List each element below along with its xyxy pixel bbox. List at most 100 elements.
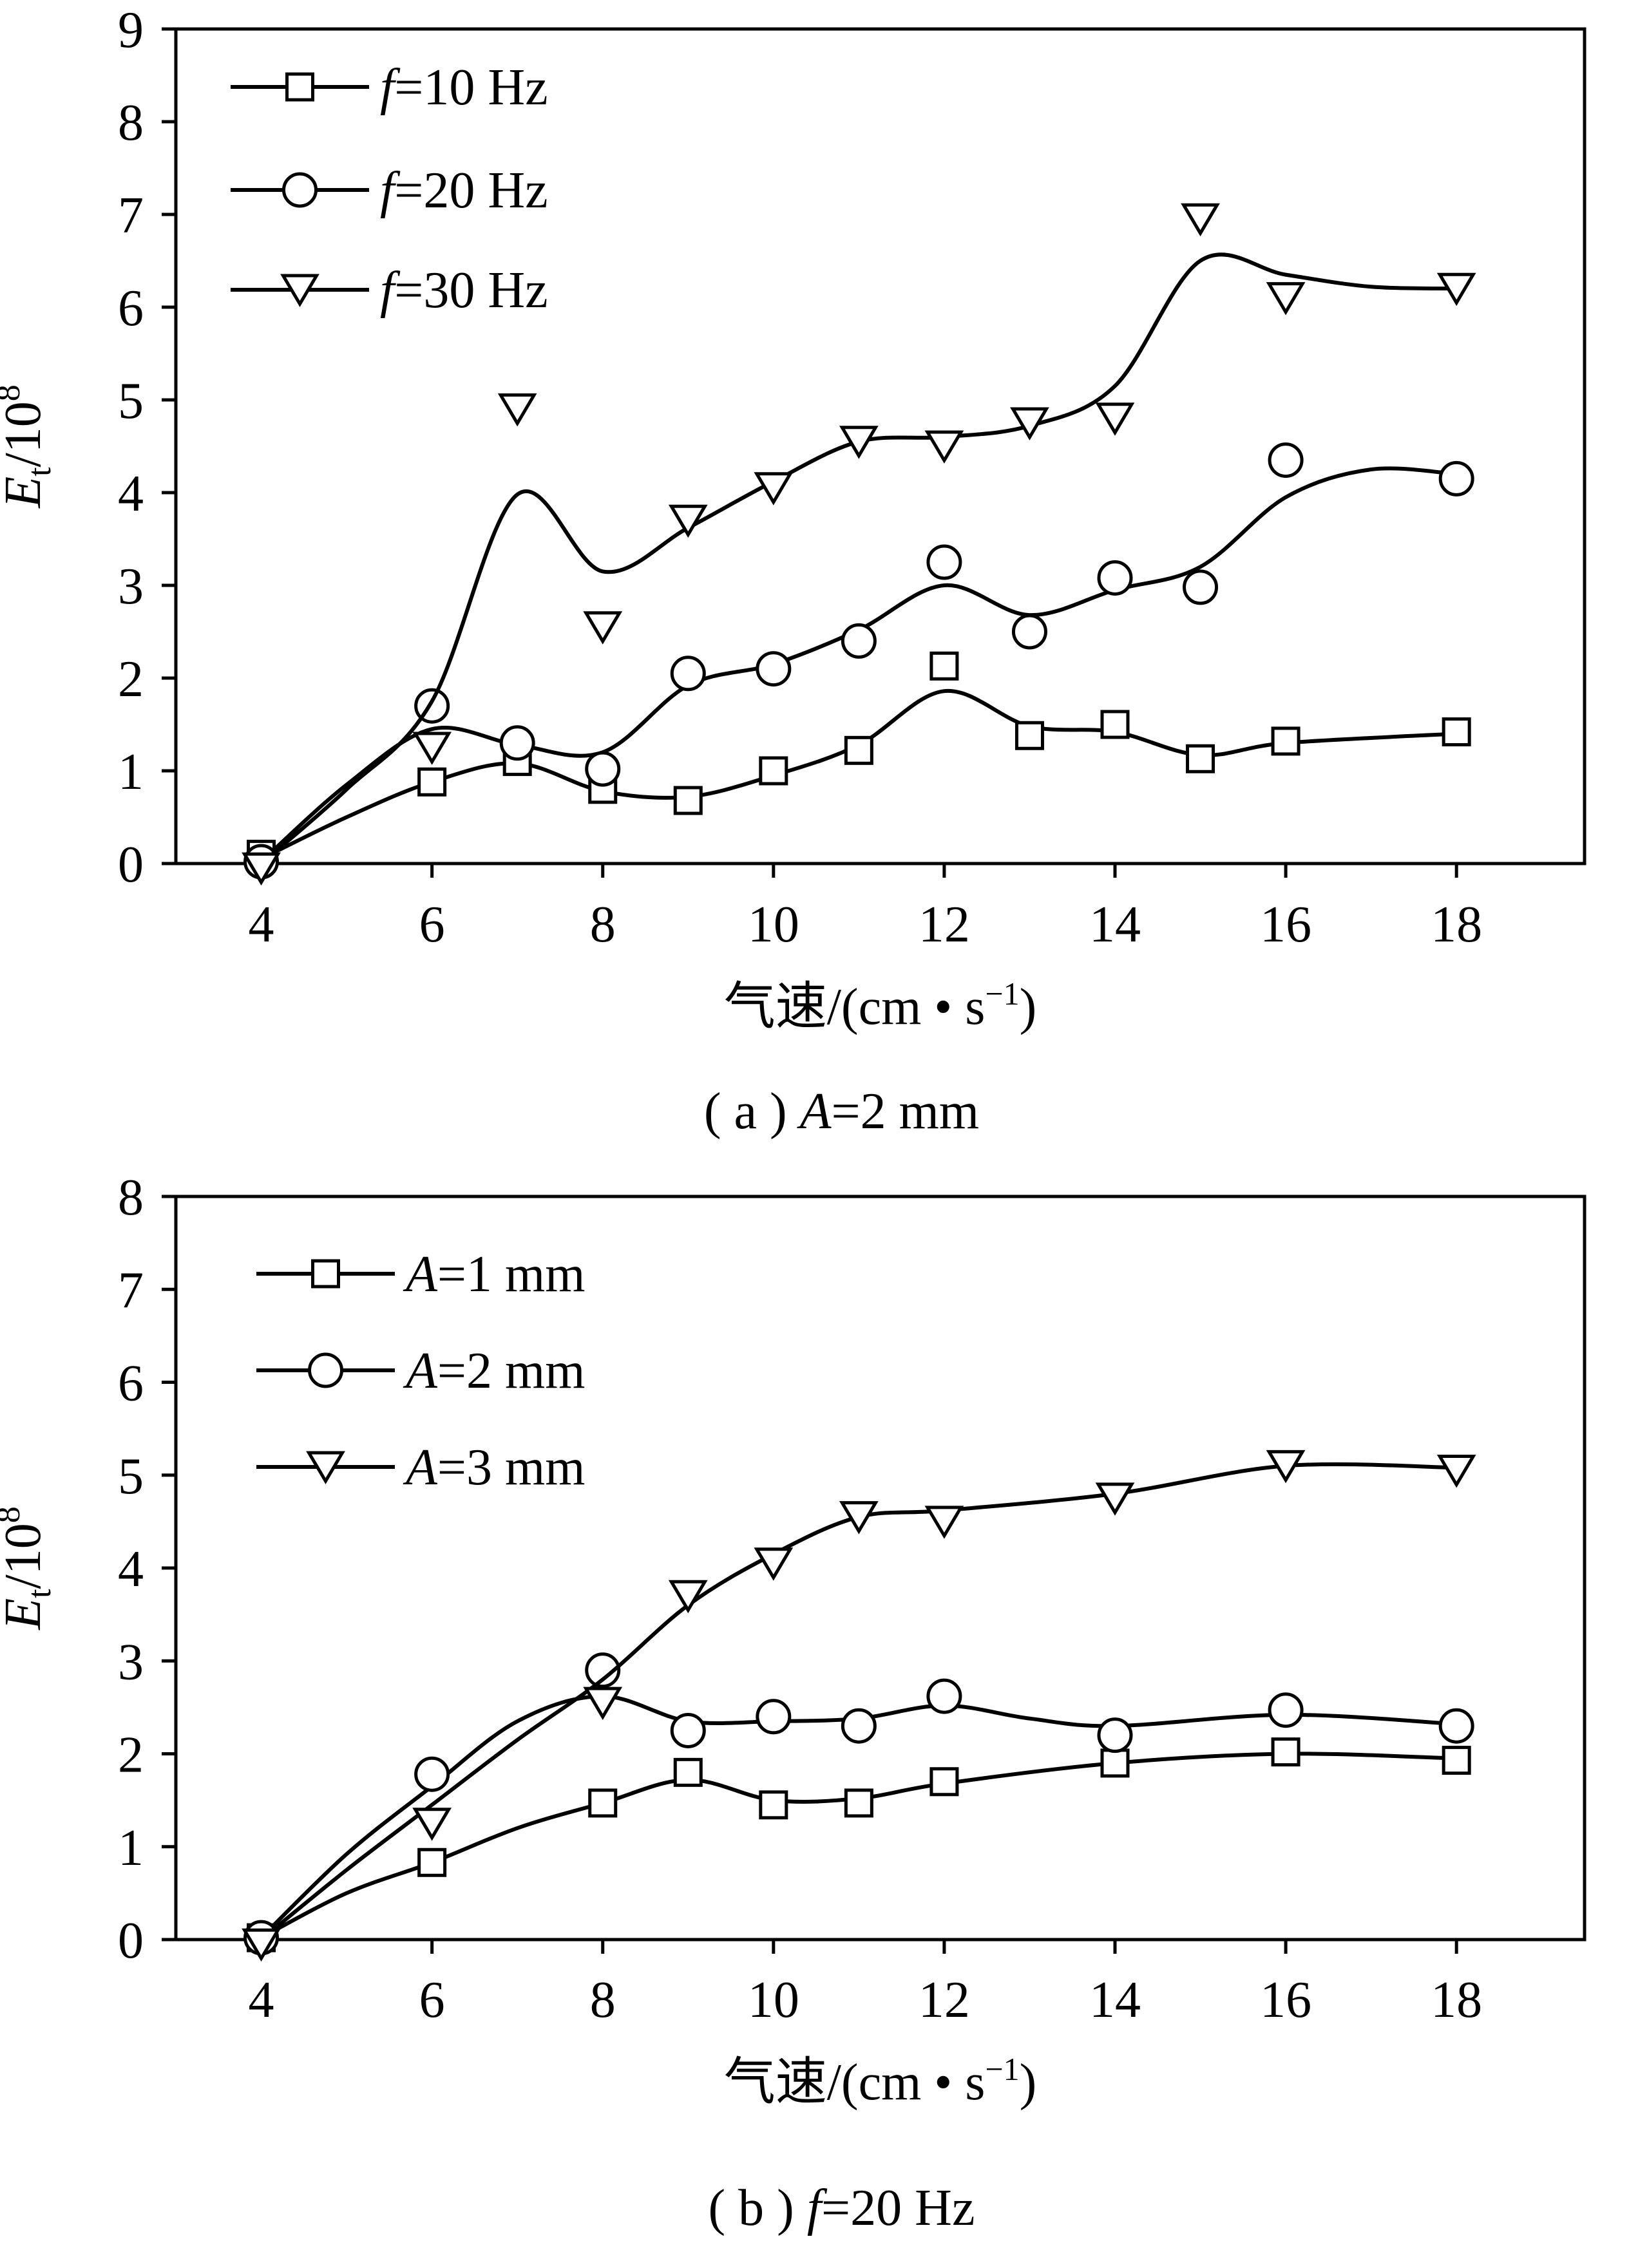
x-tick-label: 10 [748,896,799,953]
legend-entry: A=3 mm [256,1439,585,1496]
y-tick-label: 2 [118,1727,144,1784]
data-point-square [844,1788,873,1818]
legend-entry: A=2 mm [256,1343,585,1399]
data-point-circle [414,1756,450,1792]
y-tick-label: 5 [118,373,144,430]
legend-label: f=10 Hz [380,59,548,116]
data-point-circle [1183,569,1219,605]
legend-marker-square [311,1259,340,1289]
legend-marker-triangle-down [306,1451,345,1484]
series-line [259,252,1459,865]
y-tick-label: 7 [118,187,144,244]
data-point-square [1186,744,1215,773]
panel-caption: ( a ) A=2 mm [704,1083,979,1140]
data-point-triangle-down [1266,282,1306,316]
legend-marker-circle [308,1352,343,1388]
data-point-square [929,651,959,681]
data-point-circle [926,544,962,580]
data-point-triangle-down [1266,1450,1306,1484]
x-tick-label: 14 [1089,1972,1141,2028]
x-tick-label: 6 [419,1972,445,2028]
data-point-circle [1268,1692,1304,1728]
series-line [259,466,1459,864]
legend-label: f=20 Hz [380,162,548,219]
data-point-triangle-down [1095,1482,1135,1516]
data-point-square [1271,1737,1300,1767]
data-point-circle [1097,560,1133,596]
data-point-square [673,786,703,815]
legend-marker-circle [282,172,318,208]
data-point-square [417,1847,447,1877]
y-tick-label: 0 [118,836,144,893]
x-tick-label: 6 [419,896,445,953]
data-point-circle [1438,1708,1474,1744]
data-point-triangle-down [668,1580,708,1614]
data-point-triangle-down [839,1501,879,1535]
data-point-triangle-down [242,852,281,886]
data-point-circle [585,751,621,787]
y-tick-label: 8 [118,95,144,151]
data-point-triangle-down [1095,402,1135,436]
data-point-triangle-down [754,1547,794,1581]
data-point-square [1271,726,1300,756]
data-point-triangle-down [668,504,708,538]
x-tick-label: 4 [249,1972,274,2028]
data-point-triangle-down [583,1687,623,1721]
x-tick-label: 10 [748,1972,799,2028]
legend: A=1 mm A=2 mm A=3 mm [256,1246,585,1496]
series-1 [247,1737,1471,1952]
data-point-circle [670,656,706,692]
series-3 [242,203,1476,886]
x-axis-title: 气速/(cm • s−1) [724,2051,1037,2111]
plot-frame [174,27,1586,865]
legend-entry: A=1 mm [256,1246,585,1303]
series-2 [243,442,1474,880]
y-tick-label: 8 [118,1169,144,1226]
y-tick-label: 7 [118,1262,144,1319]
data-point-circle [499,725,535,761]
y-axis-title: Et/108 [0,384,58,509]
y-axis-title: Et/108 [0,1506,58,1630]
data-point-circle [841,623,877,659]
legend: f=10 Hz f=20 Hz f=30 Hz [231,59,548,319]
y-tick-label: 6 [118,1356,144,1412]
data-point-square [1015,721,1044,750]
y-tick-label: 0 [118,1913,144,1969]
data-point-triangle-down [1010,407,1049,440]
data-point-square [1442,717,1471,747]
data-point-circle [1011,614,1047,650]
x-tick-label: 14 [1089,896,1141,953]
data-point-triangle-down [1436,1455,1476,1488]
data-point-triangle-down [924,1506,964,1539]
data-point-square [759,756,788,786]
data-point-square [588,1788,618,1818]
data-point-circle [1097,1717,1133,1753]
data-point-circle [670,1712,706,1748]
data-point-square [1100,710,1130,739]
x-tick-label: 12 [919,896,970,953]
data-point-square [417,767,447,797]
legend-label: A=1 mm [403,1246,585,1303]
data-point-triangle-down [924,430,964,464]
data-point-triangle-down [412,732,452,765]
data-point-triangle-down [497,393,537,427]
data-point-circle [926,1678,962,1714]
legend-marker-square [285,72,314,102]
y-tick-label: 1 [118,1820,144,1876]
x-tick-label: 8 [590,896,616,953]
legend-entry: f=20 Hz [231,162,548,219]
legend-label: A=2 mm [403,1343,585,1399]
data-point-circle [756,651,792,687]
data-point-circle [841,1708,877,1744]
data-point-circle [1268,442,1304,478]
x-tick-label: 16 [1260,1972,1311,2028]
data-point-circle [1438,460,1474,496]
x-axis-title: 气速/(cm • s−1) [724,976,1037,1035]
legend-entry: f=30 Hz [231,262,548,319]
data-point-triangle-down [412,1808,452,1841]
data-point-triangle-down [1181,203,1220,237]
y-tick-label: 9 [118,2,144,59]
